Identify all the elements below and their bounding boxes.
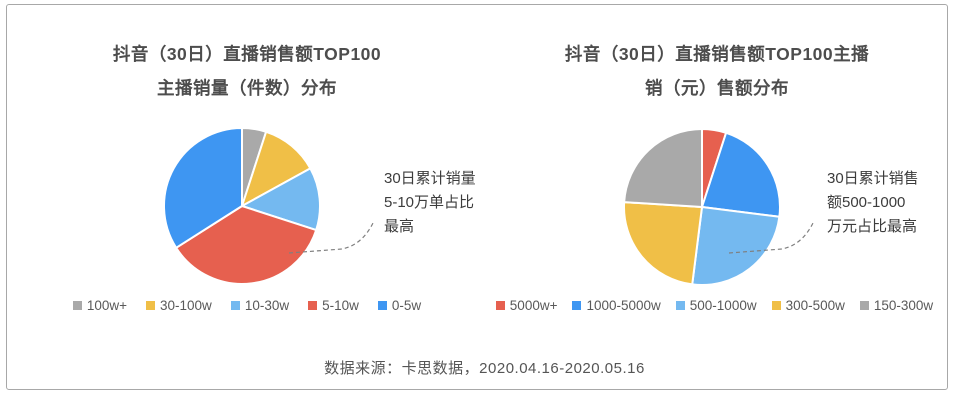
legend-marker-icon [572, 301, 582, 310]
report-card: 抖音（30日）直播销售额TOP100 主播销量（件数）分布 抖音（30日）直播销… [6, 4, 948, 390]
legend-label: 5000w+ [509, 298, 558, 313]
legend-label: 10-30w [244, 298, 290, 313]
legend-item-1000-5000w: 1000-5000w [572, 298, 661, 313]
legend-item-300-500w: 300-500w [771, 298, 845, 313]
right-chart-legend: 5000w+ 1000-5000w 500-1000w 300-500w 150-300… [487, 298, 942, 313]
legend-label: 30-100w [160, 298, 212, 313]
legend-marker-icon [859, 301, 869, 310]
right-chart-title-line1: 抖音（30日）直播销售额TOP100主播 [564, 44, 870, 64]
legend-marker-icon [72, 301, 82, 310]
left-chart-title: 抖音（30日）直播销售额TOP100 主播销量（件数）分布 [37, 37, 457, 105]
legend-label: 150-300w [873, 298, 934, 313]
legend-label: 5-10w [322, 298, 359, 313]
data-source-note: 数据来源：卡思数据，2020.04.16-2020.05.16 [324, 360, 645, 377]
legend-label: 1000-5000w [586, 298, 661, 313]
pie-slice-1000-5000w [701, 131, 781, 218]
left-chart-title-line1: 抖音（30日）直播销售额TOP100 [112, 44, 382, 64]
legend-item-5-10w: 5-10w [308, 298, 359, 313]
right-chart-annotation: 30日累计销售 额500-1000 万元占比最高 [827, 170, 919, 235]
left-chart-title-line2: 主播销量（件数）分布 [157, 78, 337, 98]
legend-marker-icon [771, 301, 781, 310]
legend-label: 0-5w [391, 298, 422, 313]
legend-item-30-100w: 30-100w [146, 298, 212, 313]
legend-item-100w+: 100w+ [72, 298, 128, 313]
pie-slice-500-1000w [691, 206, 781, 286]
legend-item-5000w+: 5000w+ [495, 298, 558, 313]
legend-marker-icon [230, 301, 240, 310]
left-pie-chart [163, 127, 321, 285]
right-chart-title-line2: 销（元）售额分布 [645, 78, 789, 98]
right-chart-title: 抖音（30日）直播销售额TOP100主播 销（元）售额分布 [497, 37, 937, 105]
pie-slice-300-500w [623, 201, 703, 286]
legend-item-0-5w: 0-5w [377, 298, 422, 313]
pie-slice-150-300w [623, 128, 703, 208]
legend-item-500-1000w: 500-1000w [675, 298, 757, 313]
legend-item-10-30w: 10-30w [230, 298, 290, 313]
right-pie-chart [623, 128, 781, 286]
legend-marker-icon [495, 301, 505, 310]
legend-item-150-300w: 150-300w [859, 298, 934, 313]
legend-marker-icon [308, 301, 318, 310]
legend-label: 500-1000w [689, 298, 757, 313]
legend-label: 300-500w [785, 298, 845, 313]
legend-marker-icon [377, 301, 387, 310]
legend-label: 100w+ [86, 298, 128, 313]
legend-marker-icon [675, 301, 685, 310]
left-chart-legend: 100w+ 30-100w 10-30w 5-10w 0-5w [37, 298, 457, 313]
left-chart-annotation: 30日累计销量 5-10万单占比 最高 [384, 170, 476, 235]
legend-marker-icon [146, 301, 156, 310]
pie-slice-0-5w [163, 127, 243, 249]
